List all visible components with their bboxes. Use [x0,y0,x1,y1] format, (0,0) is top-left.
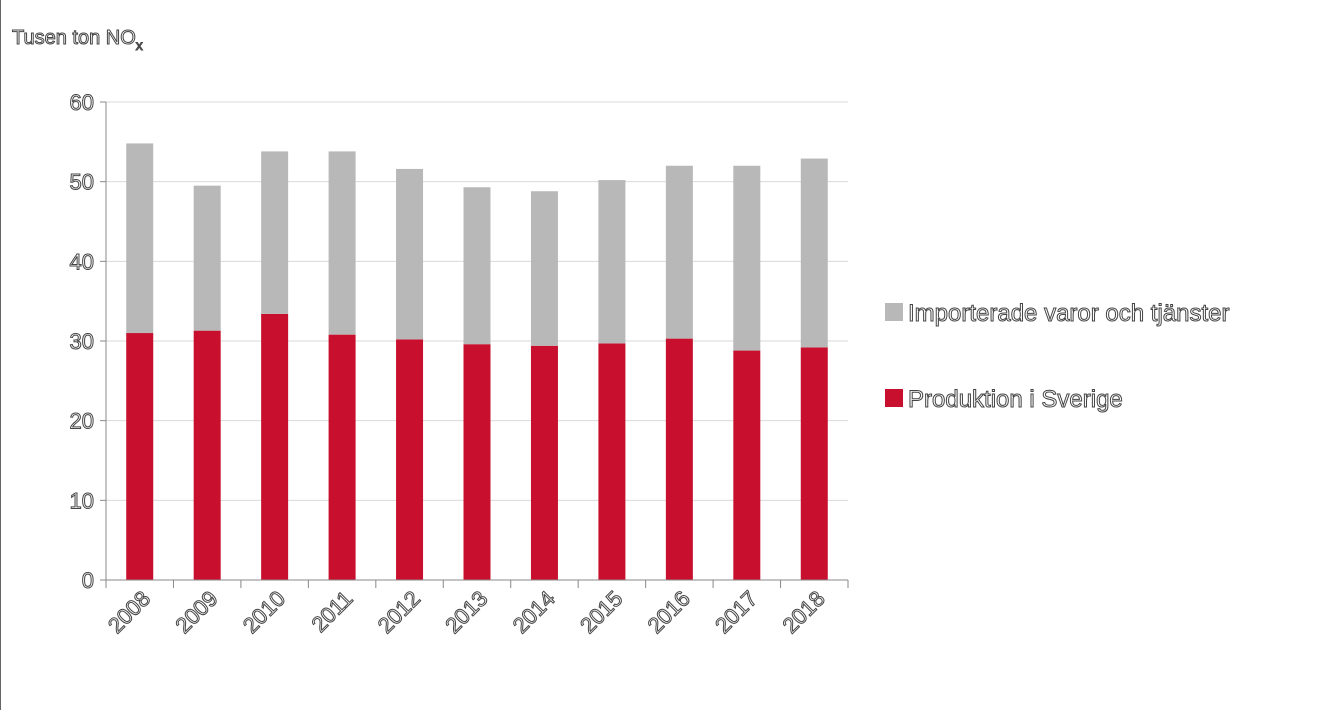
bar-2012-series-0 [396,339,424,580]
bar-2014-series-0 [530,345,558,580]
bar-2014-series-1 [530,191,558,346]
y-tick-label-4: 40 [70,249,94,274]
bar-2016-series-0 [665,338,693,580]
y-tick-label-5: 50 [70,170,94,195]
y-axis-title: Tusen ton NOx [12,27,143,53]
x-tick-labels: 2008 2009 2010 2011 2012 2013 2014 2015 2016 2017… [102,585,830,638]
x-tick-label-2014: 2014 [508,586,560,638]
bar-2016-series-1 [665,165,693,339]
y-tick-labels: 0 10 20 30 40 50 60 [69,90,94,594]
bar-2018-series-1 [800,158,828,348]
bar-2011-series-0 [328,334,356,580]
bar-2008-series-1 [126,143,154,334]
y-tick-label-2: 20 [70,409,94,434]
axes [100,101,849,588]
legend-label-1: Produktion i Sverige [908,386,1123,413]
x-tick-label-2018: 2018 [778,586,830,638]
bar-2011-series-1 [328,151,356,335]
legend-label-0: Importerade varor och tjänster [908,300,1229,327]
y-axis-title-main: Tusen ton NO [12,27,136,49]
x-tick-label-2015: 2015 [575,586,627,638]
y-tick-label-3: 30 [70,329,94,354]
bar-2010-series-1 [261,151,289,314]
y-tick-label-1: 10 [70,488,94,513]
bar-2009-series-0 [193,330,221,580]
bar-2009-series-1 [193,185,221,331]
x-tick-label-2011: 2011 [306,586,357,637]
x-tick-label-2013: 2013 [440,586,492,638]
bar-2012-series-1 [396,168,424,340]
bar-2015-series-1 [598,180,626,344]
legend-swatch-0 [885,303,903,321]
bar-2015-series-0 [598,343,626,580]
bar-2017-series-0 [733,350,761,580]
y-tick-label-6: 60 [70,90,94,115]
legend-swatch-1 [885,389,903,407]
bar-2018-series-0 [800,347,828,580]
bar-2010-series-0 [261,313,289,580]
x-tick-label-2012: 2012 [373,586,425,638]
y-axis-title-subscript: x [136,37,143,53]
bars [126,143,828,580]
legend: Importerade varor och tjänster Produktion… [885,300,1230,414]
x-tick-label-2017: 2017 [710,586,762,638]
y-tick-label-0: 0 [82,568,94,593]
bar-2008-series-0 [126,333,154,580]
x-tick-label-2009: 2009 [170,586,222,638]
bar-2017-series-1 [733,165,761,351]
x-tick-label-2010: 2010 [238,586,290,638]
x-tick-label-2016: 2016 [643,586,695,638]
bar-2013-series-1 [463,187,491,345]
x-tick-label-2008: 2008 [103,586,155,638]
bar-2013-series-0 [463,344,491,580]
